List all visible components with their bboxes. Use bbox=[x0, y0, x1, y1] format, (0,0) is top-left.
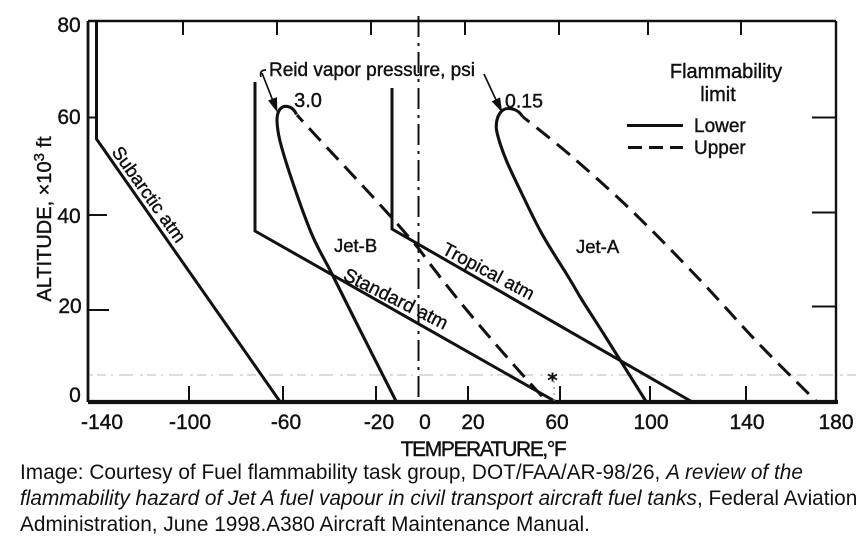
svg-text:80: 80 bbox=[57, 14, 80, 37]
svg-text:0.15: 0.15 bbox=[505, 91, 543, 113]
svg-text:-140: -140 bbox=[81, 411, 123, 434]
svg-text:20: 20 bbox=[58, 295, 81, 318]
svg-text:Reid vapor pressure, psi: Reid vapor pressure, psi bbox=[269, 60, 475, 81]
svg-text:Image: Courtesy of Fuel flamma: Image: Courtesy of Fuel flammability tas… bbox=[20, 461, 803, 484]
svg-text:Administration, June 1998.A380: Administration, June 1998.A380 Aircraft … bbox=[20, 513, 590, 536]
svg-text:Jet-A: Jet-A bbox=[576, 236, 620, 257]
svg-text:140: 140 bbox=[729, 411, 764, 434]
svg-text:limit: limit bbox=[700, 84, 736, 106]
svg-text:0: 0 bbox=[419, 411, 431, 434]
svg-text:Jet-B: Jet-B bbox=[334, 235, 377, 256]
svg-text:40: 40 bbox=[57, 205, 80, 228]
svg-text:100: 100 bbox=[633, 411, 668, 434]
svg-text:0: 0 bbox=[69, 384, 81, 407]
svg-text:-60: -60 bbox=[271, 411, 301, 434]
svg-text:-20: -20 bbox=[364, 411, 394, 434]
svg-text:Upper: Upper bbox=[694, 138, 746, 159]
svg-text:3.0: 3.0 bbox=[294, 90, 322, 112]
svg-text:60: 60 bbox=[57, 106, 80, 129]
svg-text:TEMPERATURE,°F: TEMPERATURE,°F bbox=[401, 438, 566, 461]
svg-text:20: 20 bbox=[461, 411, 484, 434]
svg-text:ALTITUDE, ×103 ft: ALTITUDE, ×103 ft bbox=[31, 136, 56, 302]
svg-text:60: 60 bbox=[545, 411, 568, 434]
svg-text:Flammability: Flammability bbox=[670, 61, 782, 83]
svg-text:Lower: Lower bbox=[694, 116, 746, 137]
svg-text:-100: -100 bbox=[169, 411, 211, 434]
svg-text:180: 180 bbox=[818, 411, 853, 434]
svg-text:flammability hazard of Jet A f: flammability hazard of Jet A fuel vapour… bbox=[20, 487, 857, 510]
